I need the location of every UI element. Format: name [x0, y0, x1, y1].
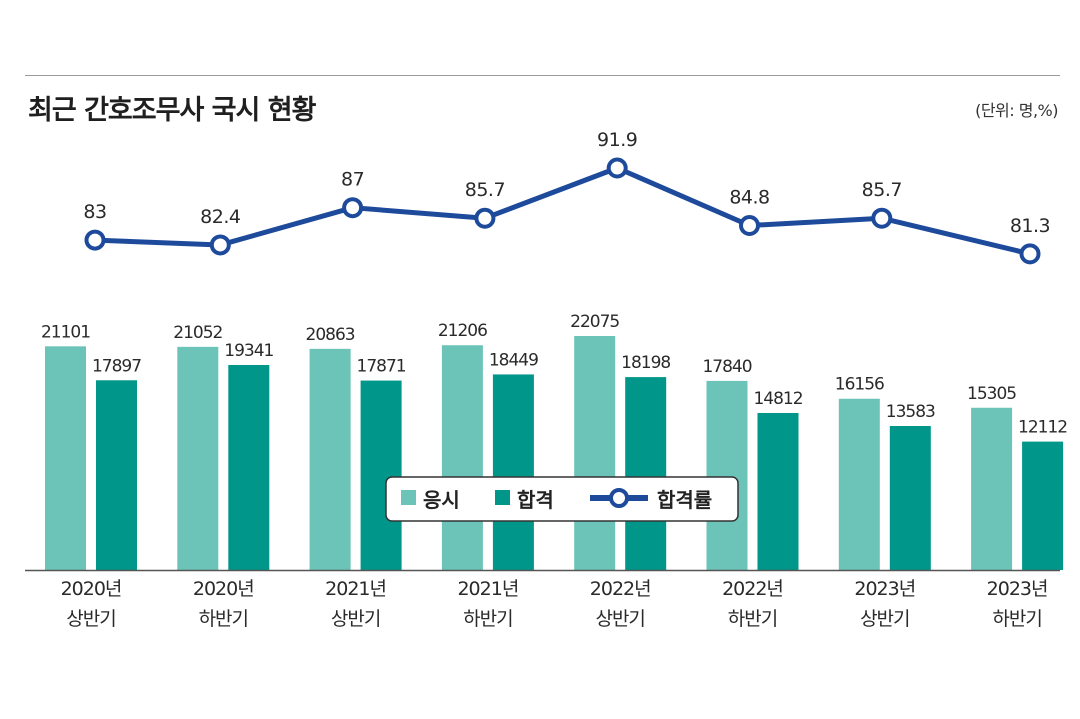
rate-point	[84, 229, 106, 251]
apply-value-label: 20863	[306, 325, 355, 345]
pass-bar	[96, 380, 137, 570]
rate-value-label: 84.8	[729, 187, 769, 209]
category-half-label: 하반기	[463, 608, 512, 630]
category-year-label: 2021년	[457, 578, 518, 600]
rate-value-label: 87	[341, 169, 364, 191]
category-half-label: 상반기	[331, 608, 380, 630]
pass-value-label: 18198	[621, 353, 670, 373]
category-year-label: 2023년	[854, 578, 915, 600]
legend-pass-swatch	[495, 490, 510, 505]
legend-apply-label: 응시	[423, 488, 460, 512]
legend-apply-swatch	[401, 490, 416, 505]
pass-value-label: 12112	[1018, 418, 1067, 438]
apply-bar	[177, 346, 219, 570]
pass-bar	[360, 380, 402, 570]
pass-value-label: 19341	[224, 341, 273, 361]
pass-value-label: 17871	[357, 357, 406, 377]
apply-value-label: 16156	[835, 375, 884, 395]
pass-bar	[757, 412, 799, 570]
rate-point	[474, 207, 496, 229]
pass-bar	[492, 374, 534, 570]
rate-line-layer: 83 82.4 87 85.7 91.9 84.8 85.7 81.3	[83, 129, 1051, 265]
apply-value-label: 15305	[967, 384, 1016, 404]
category-half-label: 상반기	[595, 608, 644, 630]
apply-bar	[706, 380, 748, 570]
rate-value-label: 85.7	[465, 179, 505, 201]
apply-bar	[971, 407, 1013, 570]
top-rule	[25, 75, 1060, 76]
apply-value-label: 17840	[702, 357, 751, 377]
rate-point	[342, 197, 364, 219]
rate-value-label: 85.7	[862, 179, 902, 201]
apply-value-label: 22075	[570, 312, 619, 332]
category-year-label: 2022년	[722, 578, 783, 600]
pass-bar	[228, 364, 270, 570]
legend-rate-marker	[609, 488, 629, 508]
apply-bar	[309, 348, 351, 570]
legend-pass-label: 합격	[517, 488, 554, 512]
legend: 응시 합격 합격률	[385, 476, 739, 522]
apply-bar	[838, 398, 880, 570]
rate-value-label: 83	[83, 201, 106, 223]
category-year-label: 2021년	[325, 578, 386, 600]
pass-bar	[625, 377, 667, 570]
category-half-label: 상반기	[860, 608, 909, 630]
unit-label: (단위: 명,%)	[975, 101, 1058, 120]
category-half-label: 상반기	[66, 608, 115, 630]
legend-box	[385, 476, 739, 522]
legend-rate-label: 합격률	[657, 488, 712, 512]
pass-value-label: 17897	[92, 356, 141, 376]
apply-value-label: 21101	[41, 322, 90, 342]
apply-value-label: 21206	[438, 321, 487, 341]
rate-value-label: 81.3	[1010, 215, 1050, 237]
pass-bar	[1022, 441, 1064, 570]
rate-value-label: 91.9	[597, 129, 637, 151]
pass-value-label: 13583	[886, 402, 935, 422]
category-year-label: 2023년	[987, 578, 1048, 600]
apply-bar	[441, 345, 483, 570]
pass-value-label: 18449	[489, 350, 538, 370]
category-half-label: 하반기	[992, 608, 1041, 630]
chart-title: 최근 간호조무사 국시 현황	[28, 95, 316, 126]
apply-bar	[45, 346, 86, 570]
apply-value-label: 21052	[173, 323, 222, 343]
pass-value-label: 14812	[753, 389, 802, 409]
category-half-label: 하반기	[728, 608, 777, 630]
rate-point	[209, 234, 231, 256]
rate-point	[1019, 243, 1041, 265]
rate-value-label: 82.4	[200, 206, 241, 228]
rate-line	[94, 165, 1031, 257]
pass-bar	[889, 426, 931, 570]
category-year-label: 2020년	[193, 578, 254, 600]
apply-bar	[574, 336, 616, 570]
category-year-label: 2022년	[590, 578, 651, 600]
rate-point	[739, 215, 760, 237]
rate-point	[871, 207, 893, 229]
category-year-label: 2020년	[61, 578, 122, 600]
category-half-label: 하반기	[199, 608, 248, 630]
rate-point	[606, 157, 628, 179]
